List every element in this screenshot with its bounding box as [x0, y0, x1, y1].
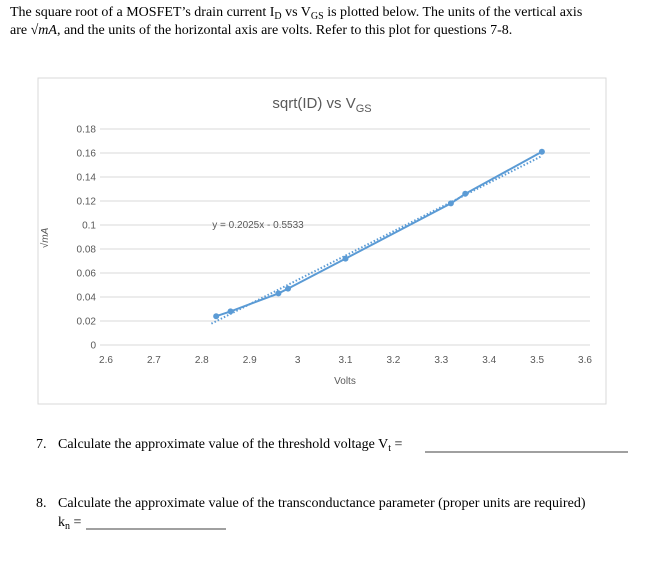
x-tick-label: 3.6: [578, 355, 592, 366]
data-point: [342, 255, 349, 262]
text: =: [391, 437, 403, 452]
y-tick-label: 0: [90, 341, 96, 352]
plot: 0 0.02 0.04 0.06 0.08 0.1 0.12 0.14 0.16 0.18 2.6 2…: [77, 125, 593, 367]
y-tick-label: 0.04: [77, 293, 97, 304]
text: vs V: [282, 5, 311, 20]
data-point: [462, 190, 469, 197]
title-text: sqrt(ID) vs V: [272, 95, 355, 112]
y-tick-label: 0.02: [77, 317, 97, 328]
x-tick-label: 3.4: [482, 355, 496, 366]
x-tick-label: 3.1: [339, 355, 353, 366]
data-point: [285, 285, 292, 292]
y-tick-label: 0.1: [82, 221, 96, 232]
data-point: [538, 148, 545, 155]
title-subscript: GS: [356, 103, 372, 115]
x-tick-label: 3.2: [386, 355, 400, 366]
text: The square root of a MOSFET’s drain curr…: [10, 5, 275, 20]
chart-frame: [37, 77, 607, 405]
x-tick-label: 2.9: [243, 355, 257, 366]
y-axis-label: √mA: [39, 227, 51, 248]
trendline-label: y = 0.2025x - 0.5533: [212, 220, 304, 231]
text: are: [10, 23, 31, 38]
y-tick-label: 0.06: [77, 269, 97, 280]
subscript: n: [65, 521, 70, 532]
question: 7. Calculate the approximate value of the…: [36, 437, 402, 454]
y-tick-label: 0.12: [77, 197, 97, 208]
text: k: [58, 515, 65, 530]
question-text: Calculate the approximate value of the t…: [58, 496, 586, 511]
trendline: [210, 155, 543, 325]
chart-title: sqrt(ID) vs VGS: [272, 95, 371, 115]
x-tick-label: 3: [295, 355, 301, 366]
text: , and the units of the horizontal axis a…: [57, 23, 512, 38]
question-number: 8.: [36, 496, 47, 511]
data-point: [447, 200, 454, 207]
y-tick-label: 0.18: [77, 125, 97, 136]
y-tick-label: 0.14: [77, 173, 97, 184]
answer-prompt: kn =: [58, 515, 82, 532]
intro-line: The square root of a MOSFET’s drain curr…: [10, 5, 582, 22]
question-number: 7.: [36, 437, 47, 452]
y-tick-label: 0.08: [77, 245, 97, 256]
data-point: [275, 290, 282, 297]
text: =: [70, 515, 82, 530]
x-tick-label: 2.6: [99, 355, 113, 366]
x-tick-label: 2.7: [147, 355, 161, 366]
intro-line: are √mA, and the units of the horizontal…: [10, 23, 512, 38]
x-axis-label: Volts: [334, 376, 356, 387]
x-tick-label: 3.3: [434, 355, 448, 366]
y-tick-label: 0.16: [77, 149, 97, 160]
x-tick-label: 2.8: [195, 355, 209, 366]
subscript: GS: [311, 11, 324, 22]
text: is plotted below. The units of the verti…: [324, 5, 583, 20]
subscript: t: [388, 443, 391, 454]
data-point: [227, 308, 234, 315]
data-point: [213, 313, 220, 320]
x-tick-label: 3.5: [530, 355, 544, 366]
question-text: Calculate the approximate value of the t…: [58, 437, 388, 452]
subscript: D: [274, 11, 281, 22]
unit: √mA: [31, 23, 58, 38]
question: 8. Calculate the approximate value of the…: [36, 496, 586, 511]
